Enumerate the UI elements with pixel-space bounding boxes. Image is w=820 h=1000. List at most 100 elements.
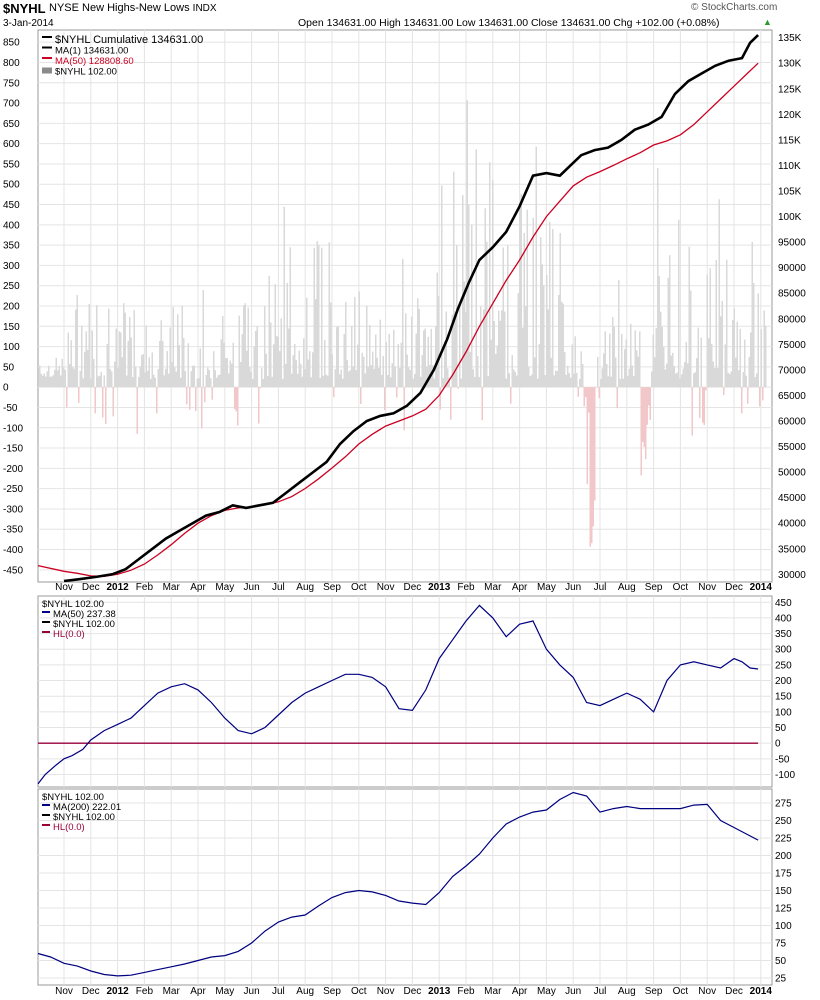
histogram-bar-positive [96, 305, 98, 388]
histogram-bar-positive [193, 365, 195, 388]
histogram-bar-negative [258, 387, 260, 424]
x-tick-label: Dec [725, 986, 743, 997]
histogram-bar-negative [235, 387, 237, 412]
histogram-bar-positive [61, 358, 63, 388]
histogram-bar-positive [289, 247, 291, 388]
histogram-bar-positive [199, 348, 201, 388]
histogram-bar-positive [103, 375, 105, 388]
histogram-bar-positive [663, 347, 665, 388]
histogram-bar-positive [601, 368, 603, 388]
histogram-bar-positive [412, 378, 414, 388]
y-tick-label: 175 [775, 869, 792, 880]
histogram-bar-positive [610, 376, 612, 388]
ma200-line [37, 791, 759, 977]
histogram-bar-positive [291, 373, 293, 388]
histogram-bar-positive [681, 374, 683, 388]
histogram-bar-positive [493, 321, 495, 388]
histogram-bar-positive [184, 370, 186, 388]
histogram-bar-positive [171, 361, 173, 388]
histogram-bar-positive [571, 344, 573, 388]
histogram-bar-positive [190, 371, 192, 388]
histogram-bar-positive [432, 364, 434, 388]
histogram-bar-positive [553, 375, 555, 388]
histogram-bar-positive [634, 330, 636, 388]
histogram-bar-positive [738, 370, 740, 388]
histogram-bar-positive [604, 331, 606, 388]
histogram-bar-positive [603, 353, 605, 388]
histogram-bar-positive [445, 311, 447, 388]
histogram-bar-positive [477, 356, 479, 388]
histogram-bar-positive [370, 365, 372, 388]
x-tick-label: 2014 [750, 582, 773, 593]
histogram-bar-negative [586, 387, 588, 485]
histogram-bar-positive [163, 375, 165, 388]
histogram-bar-positive [99, 375, 101, 388]
histogram-bar-positive [490, 339, 492, 388]
y-left-tick-label: 750 [3, 78, 20, 89]
histogram-bar-positive [39, 365, 41, 388]
histogram-bar-positive [354, 297, 356, 388]
histogram-bar-positive [513, 369, 515, 388]
x-tick-label: Oct [673, 986, 689, 997]
y-right-tick-label: 135K [778, 33, 802, 44]
histogram-bar-negative [702, 387, 704, 423]
x-tick-label: Apr [512, 986, 528, 997]
legend-label: $NYHL Cumulative 134631.00 [55, 34, 203, 46]
histogram-bar-negative [189, 387, 191, 410]
y-right-tick-label: 110K [778, 161, 801, 172]
histogram-bar-positive [121, 357, 123, 388]
histogram-bar-positive [498, 310, 500, 388]
x-tick-label: May [537, 582, 556, 593]
x-tick-label: Mar [484, 582, 502, 593]
histogram-bar-positive [502, 247, 504, 388]
histogram-bar-positive [165, 368, 167, 388]
histogram-bar-positive [543, 285, 545, 388]
histogram-bar-positive [144, 372, 146, 388]
histogram-bar-positive [340, 369, 342, 388]
histogram-bar-positive [244, 303, 246, 388]
histogram-bar-positive [46, 371, 48, 388]
histogram-bar-positive [172, 307, 174, 388]
histogram-bar-positive [322, 375, 324, 388]
histogram-bar-positive [118, 331, 120, 388]
x-tick-label: Sep [645, 582, 663, 593]
histogram-bar-positive [265, 353, 267, 388]
legend-swatch [42, 631, 50, 633]
histogram-bar-negative [705, 387, 707, 391]
histogram-bar-positive [120, 332, 122, 388]
histogram-bar-positive [763, 310, 765, 388]
histogram-bar-positive [67, 332, 69, 388]
histogram-bar-positive [169, 327, 171, 388]
histogram-bar-positive [364, 373, 366, 388]
x-tick-label: Jun [244, 986, 260, 997]
histogram-bar-positive [226, 358, 228, 388]
histogram-bar-positive [760, 329, 762, 388]
y-left-tick-label: 250 [3, 281, 20, 292]
x-tick-label: Apr [190, 582, 206, 593]
histogram-bar-positive [441, 185, 443, 388]
histogram-bar-positive [210, 378, 212, 388]
x-tick-label: Jul [594, 582, 607, 593]
histogram-bar-positive [117, 367, 119, 388]
histogram-bar-positive [469, 352, 471, 388]
histogram-bar-positive [295, 360, 297, 388]
histogram-bar-positive [558, 294, 560, 388]
histogram-bar-positive [724, 344, 726, 388]
histogram-bar-positive [540, 237, 542, 388]
histogram-bar-positive [627, 375, 629, 388]
legend-label: HL(0.0) [53, 629, 85, 640]
histogram-bar-positive [471, 224, 473, 388]
histogram-bar-positive [520, 193, 522, 388]
histogram-bar-positive [100, 371, 102, 388]
y-left-tick-label: -150 [3, 444, 23, 455]
histogram-bar-positive [108, 308, 110, 388]
y-tick-label: 150 [775, 886, 792, 897]
histogram-bar-positive [276, 335, 278, 388]
histogram-bar-negative [598, 387, 600, 399]
histogram-bar-positive [523, 233, 525, 388]
histogram-bar-positive [325, 374, 327, 388]
histogram-bar-positive [466, 100, 468, 388]
legend-label: MA(1) 134631.00 [55, 46, 128, 57]
histogram-bar-positive [516, 375, 518, 388]
histogram-bar-positive [84, 351, 86, 388]
